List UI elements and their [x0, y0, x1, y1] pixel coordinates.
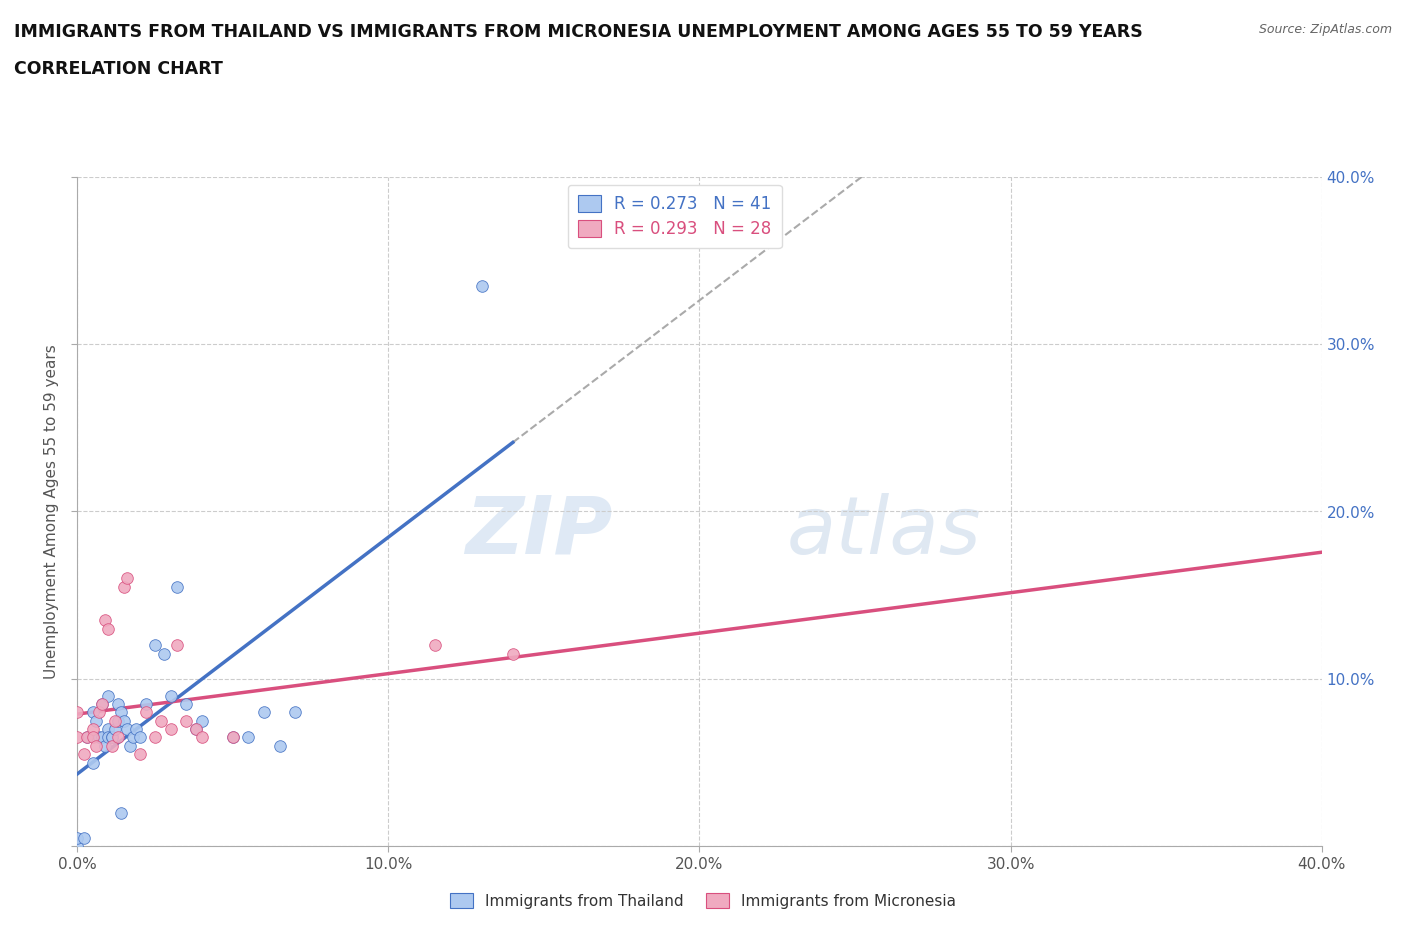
Point — [191, 730, 214, 745]
Point — [72, 830, 94, 845]
Point — [135, 697, 157, 711]
Point — [184, 722, 207, 737]
Point — [97, 730, 120, 745]
Point — [269, 738, 291, 753]
Point — [128, 747, 150, 762]
Point — [174, 713, 197, 728]
Point — [100, 738, 122, 753]
Point — [82, 722, 104, 737]
Point — [107, 730, 129, 745]
Text: atlas: atlas — [786, 493, 981, 571]
Text: IMMIGRANTS FROM THAILAND VS IMMIGRANTS FROM MICRONESIA UNEMPLOYMENT AMONG AGES 5: IMMIGRANTS FROM THAILAND VS IMMIGRANTS F… — [14, 23, 1143, 41]
Point — [91, 697, 114, 711]
Point — [66, 839, 89, 854]
Point — [94, 613, 117, 628]
Point — [135, 705, 157, 720]
Point — [150, 713, 173, 728]
Point — [84, 713, 107, 728]
Legend: R = 0.273   N = 41, R = 0.293   N = 28: R = 0.273 N = 41, R = 0.293 N = 28 — [568, 185, 782, 248]
Point — [104, 713, 127, 728]
Point — [91, 730, 114, 745]
Text: ZIP: ZIP — [465, 493, 613, 571]
Point — [502, 646, 524, 661]
Point — [66, 830, 89, 845]
Legend: Immigrants from Thailand, Immigrants from Micronesia: Immigrants from Thailand, Immigrants fro… — [443, 886, 963, 915]
Point — [82, 705, 104, 720]
Point — [253, 705, 276, 720]
Point — [94, 738, 117, 753]
Point — [166, 638, 188, 653]
Point — [82, 730, 104, 745]
Point — [76, 730, 98, 745]
Point — [143, 638, 166, 653]
Point — [191, 713, 214, 728]
Point — [159, 688, 181, 703]
Point — [120, 738, 142, 753]
Point — [97, 688, 120, 703]
Point — [84, 738, 107, 753]
Y-axis label: Unemployment Among Ages 55 to 59 years: Unemployment Among Ages 55 to 59 years — [44, 344, 59, 679]
Point — [115, 571, 138, 586]
Point — [97, 621, 120, 636]
Point — [184, 722, 207, 737]
Point — [100, 730, 122, 745]
Point — [174, 697, 197, 711]
Point — [222, 730, 245, 745]
Point — [471, 278, 494, 293]
Point — [222, 730, 245, 745]
Point — [159, 722, 181, 737]
Point — [166, 579, 188, 594]
Point — [153, 646, 176, 661]
Point — [238, 730, 260, 745]
Text: Source: ZipAtlas.com: Source: ZipAtlas.com — [1258, 23, 1392, 36]
Point — [87, 705, 110, 720]
Point — [423, 638, 446, 653]
Point — [143, 730, 166, 745]
Point — [107, 697, 129, 711]
Point — [110, 805, 132, 820]
Point — [66, 705, 89, 720]
Point — [122, 730, 145, 745]
Point — [97, 722, 120, 737]
Point — [128, 730, 150, 745]
Point — [100, 730, 122, 745]
Point — [104, 722, 127, 737]
Point — [125, 722, 148, 737]
Point — [112, 579, 135, 594]
Point — [76, 730, 98, 745]
Point — [72, 747, 94, 762]
Point — [112, 713, 135, 728]
Point — [107, 713, 129, 728]
Point — [110, 705, 132, 720]
Point — [87, 730, 110, 745]
Point — [91, 697, 114, 711]
Point — [284, 705, 307, 720]
Point — [115, 722, 138, 737]
Text: CORRELATION CHART: CORRELATION CHART — [14, 60, 224, 78]
Point — [66, 730, 89, 745]
Point — [82, 755, 104, 770]
